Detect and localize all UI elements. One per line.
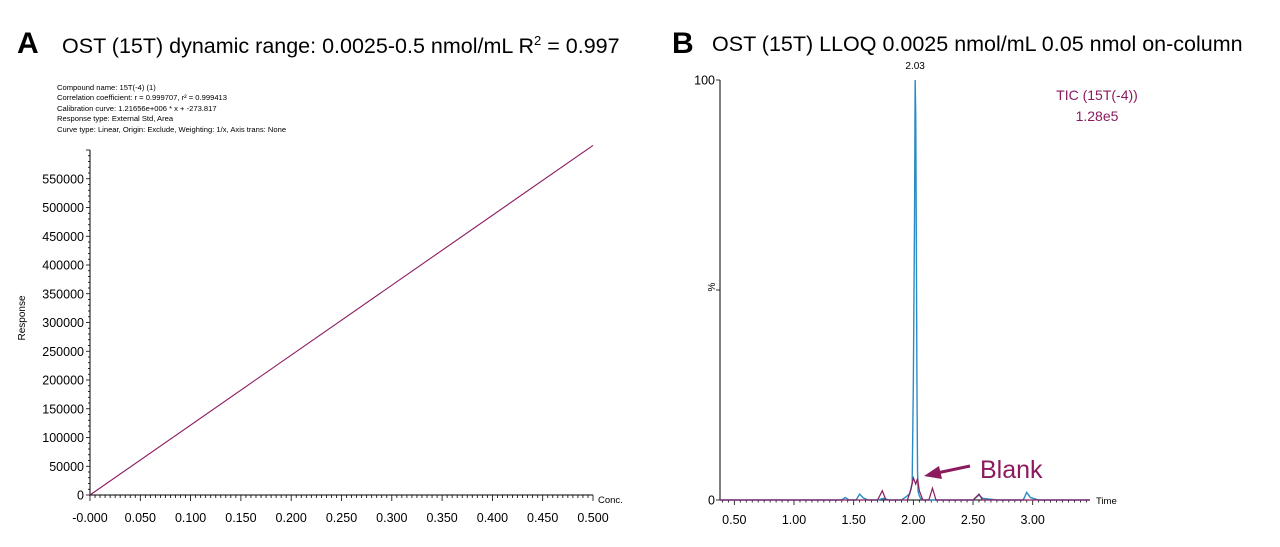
x-tick-label: 0.300: [376, 511, 407, 525]
peak-label: 2.03: [905, 61, 925, 72]
panel-a-title-post: = 0.997: [541, 34, 620, 59]
calibration-info-correlation: Correlation coefficient: r = 0.999707, r…: [57, 93, 227, 103]
intensity-annotation: 1.28e5: [1076, 108, 1119, 124]
panel-a-title-mid: 0.5 nmol/mL R: [395, 34, 535, 59]
panel-b-title: OST (15T) LLOQ 0.0025 nmol/mL 0.05 nmol …: [712, 32, 1243, 56]
y-tick-label: 100: [694, 74, 715, 88]
y-tick-label: 200000: [42, 374, 84, 388]
panel-a-letter: A: [17, 27, 39, 60]
y-tick-label: 0: [77, 489, 84, 503]
chromatogram-chart: 0 100% 0.50 1.00 1.50 2.00 2.50 3.00 Time 2.03 TIC…: [694, 61, 1138, 527]
blank-trace: [720, 475, 1090, 501]
x-tick-label: 0.250: [326, 511, 357, 525]
y-tick-label: 400000: [42, 259, 84, 273]
calibration-line: [89, 144, 594, 496]
trace-annotation: TIC (15T(-4)): [1056, 87, 1138, 103]
panel-a-title: OST (15T) dynamic range: 0.0025-0.5 nmol…: [62, 34, 620, 58]
calibration-info-response-type: Response type: External Std, Area: [57, 114, 174, 124]
blank-arrow-shaft: [936, 464, 971, 475]
x-tick-label: 0.150: [225, 511, 256, 525]
y-tick-label: 100000: [42, 431, 84, 445]
calibration-info-curve: Calibration curve: 1.21656e+006 * x + -2…: [57, 103, 217, 113]
y-axis-label: %: [707, 282, 718, 291]
panel-a-title-pre: OST (15T) dynamic range: 0.0025: [62, 34, 388, 59]
blank-label: Blank: [980, 456, 1043, 484]
x-tick-label: 0.100: [175, 511, 206, 525]
panel-a-title-sup: 2: [534, 33, 542, 48]
panel-a-title-dash: -: [387, 34, 396, 59]
x-tick-label: 3.00: [1021, 513, 1045, 527]
blank-arrow-head: [924, 466, 942, 479]
y-tick-label: 450000: [42, 230, 84, 244]
y-tick-label: 50000: [49, 460, 84, 474]
y-tick-label: 550000: [42, 172, 84, 186]
x-tick-label: -0.000: [72, 511, 107, 525]
x-tick-label: 0.400: [477, 511, 508, 525]
x-tick-label: 2.00: [901, 513, 925, 527]
y-tick-label: 150000: [42, 402, 84, 416]
y-tick-label: 0: [708, 494, 715, 508]
y-tick-label: 500000: [42, 201, 84, 215]
x-tick-label: 0.450: [527, 511, 558, 525]
x-tick-label: 0.350: [426, 511, 457, 525]
calibration-chart: 0 50000 100000 150000 200000 250000 300000 3500…: [17, 144, 623, 525]
y-tick-label: 350000: [42, 287, 84, 301]
calibration-info-curve-type: Curve type: Linear, Origin: Exclude, Wei…: [57, 124, 287, 134]
calibration-info-compound: Compound name: 15T(-4) (1): [57, 83, 156, 92]
x-tick-label: 2.50: [961, 513, 985, 527]
x-tick-label: 1.50: [842, 513, 866, 527]
sample-trace: [720, 79, 1090, 501]
x-tick-label: 1.00: [782, 513, 806, 527]
y-axis-label: Response: [17, 295, 28, 340]
x-axis-label: Conc.: [598, 495, 623, 506]
x-tick-label: 0.500: [577, 511, 608, 525]
calibration-info: Compound name: 15T(-4) (1) Correlation c…: [57, 83, 286, 135]
y-tick-label: 300000: [42, 316, 84, 330]
x-axis-label: Time: [1096, 496, 1117, 507]
y-tick-label: 250000: [42, 345, 84, 359]
x-tick-label: 0.050: [125, 511, 156, 525]
panel-b-letter: B: [672, 27, 694, 60]
x-tick-label: 0.50: [722, 513, 746, 527]
x-tick-label: 0.200: [276, 511, 307, 525]
